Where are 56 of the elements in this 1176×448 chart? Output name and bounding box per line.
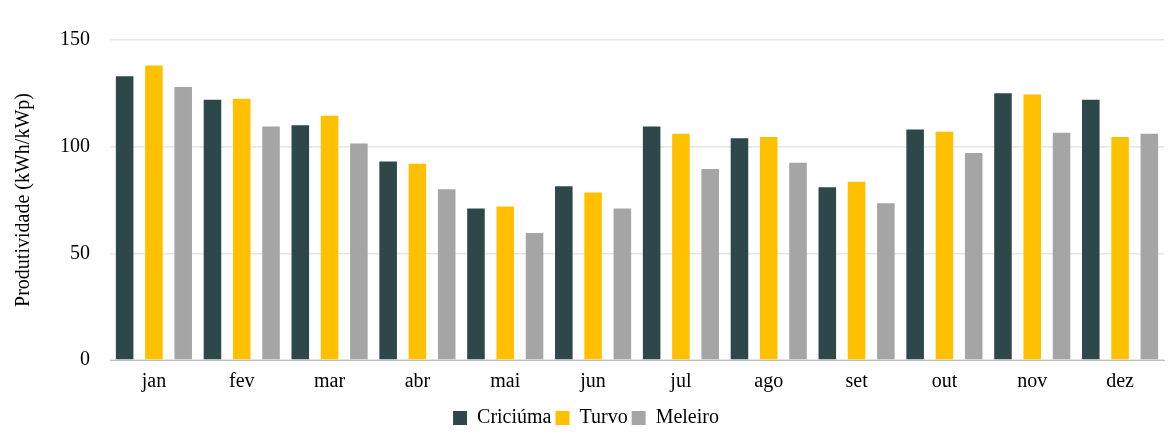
y-tick-label: 50 bbox=[70, 240, 90, 263]
bar bbox=[555, 186, 573, 360]
bar bbox=[262, 126, 280, 360]
x-tick-label: set bbox=[845, 369, 869, 392]
bar bbox=[701, 169, 719, 360]
x-tick-label: dez bbox=[1106, 369, 1135, 392]
bar bbox=[467, 208, 485, 360]
bar bbox=[906, 129, 924, 360]
y-tick-label: 0 bbox=[80, 347, 90, 370]
x-tick-label: nov bbox=[1017, 369, 1048, 392]
bar bbox=[877, 203, 895, 360]
bar bbox=[1140, 133, 1159, 360]
y-tick-label: 100 bbox=[60, 133, 90, 156]
bar bbox=[642, 126, 661, 360]
x-tick-label: ago bbox=[754, 369, 784, 393]
bar bbox=[847, 181, 866, 360]
legend-label: Turvo bbox=[579, 405, 628, 428]
y-tick-label: 150 bbox=[60, 27, 90, 50]
bar bbox=[789, 162, 807, 360]
bar bbox=[115, 76, 134, 360]
bar bbox=[145, 65, 163, 360]
bar bbox=[291, 125, 310, 360]
bar bbox=[174, 86, 192, 360]
bar bbox=[759, 137, 778, 360]
x-tick-label: jul bbox=[669, 369, 692, 393]
bar bbox=[320, 115, 339, 360]
bar bbox=[613, 208, 632, 360]
bar bbox=[496, 206, 515, 360]
bar bbox=[964, 153, 983, 360]
y-axis-title: Produtividade (kWh/kWp) bbox=[11, 93, 35, 307]
legend-label: Criciúma bbox=[477, 405, 552, 428]
bar bbox=[730, 138, 749, 360]
bar bbox=[1052, 132, 1071, 360]
bar bbox=[1082, 99, 1100, 360]
x-tick-label: abr bbox=[404, 369, 431, 392]
bar bbox=[672, 133, 690, 360]
x-tick-label: mai bbox=[490, 369, 521, 392]
x-tick-label: mar bbox=[314, 369, 346, 392]
x-tick-label: jun bbox=[579, 369, 606, 393]
bar bbox=[437, 189, 456, 360]
bar bbox=[994, 93, 1012, 360]
bar bbox=[584, 192, 602, 360]
bar bbox=[408, 163, 427, 360]
x-tick-label: jan bbox=[140, 369, 167, 393]
bar bbox=[1023, 94, 1042, 360]
bar bbox=[818, 187, 837, 360]
x-tick-label: out bbox=[931, 369, 958, 392]
bar bbox=[232, 98, 251, 360]
bar bbox=[525, 233, 544, 360]
legend-label: Meleiro bbox=[655, 405, 719, 428]
bar bbox=[350, 143, 368, 360]
bar bbox=[935, 131, 954, 360]
bar bbox=[1111, 137, 1129, 360]
x-tick-label: fev bbox=[228, 369, 255, 392]
bar bbox=[379, 161, 397, 360]
bar bbox=[203, 99, 222, 360]
